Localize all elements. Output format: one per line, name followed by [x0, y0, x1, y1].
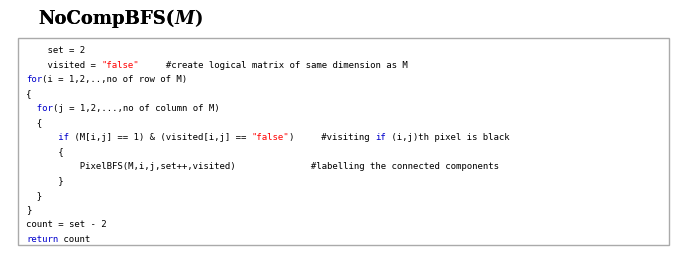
Text: for: for: [26, 75, 42, 84]
Text: return: return: [26, 234, 58, 243]
Text: for: for: [26, 104, 53, 113]
Text: (M[i,j] == 1) & (visited[i,j] ==: (M[i,j] == 1) & (visited[i,j] ==: [69, 133, 251, 142]
Text: visited =: visited =: [26, 60, 101, 69]
Text: (i,j)th pixel is black: (i,j)th pixel is black: [386, 133, 510, 142]
Text: {: {: [26, 118, 42, 127]
Text: }: }: [26, 191, 42, 200]
Text: (i = 1,2,..,no of row of M): (i = 1,2,..,no of row of M): [42, 75, 188, 84]
Bar: [18, 38, 669, 245]
Text: set = 2: set = 2: [26, 46, 85, 55]
Text: count = set - 2: count = set - 2: [26, 220, 106, 229]
Text: if: if: [375, 133, 386, 142]
Text: {: {: [26, 89, 32, 98]
Text: "false": "false": [101, 60, 139, 69]
Text: M: M: [174, 10, 194, 28]
Text: (j = 1,2,...,no of column of M): (j = 1,2,...,no of column of M): [53, 104, 220, 113]
Text: {: {: [26, 148, 64, 157]
Text: PixelBFS(M,i,j,set++,visited)              #labelling the connected components: PixelBFS(M,i,j,set++,visited) #labelling…: [26, 162, 499, 171]
Text: count: count: [58, 234, 91, 243]
Text: )     #visiting: ) #visiting: [289, 133, 375, 142]
Text: "false": "false": [251, 133, 289, 142]
Text: ): ): [194, 10, 203, 28]
Text: if: if: [26, 133, 69, 142]
Text: #create logical matrix of same dimension as M: #create logical matrix of same dimension…: [139, 60, 407, 69]
Text: }: }: [26, 177, 64, 186]
Text: NoCompBFS(: NoCompBFS(: [38, 10, 174, 28]
Text: NoCompBFS(: NoCompBFS(: [38, 10, 174, 28]
Text: }: }: [26, 206, 32, 215]
